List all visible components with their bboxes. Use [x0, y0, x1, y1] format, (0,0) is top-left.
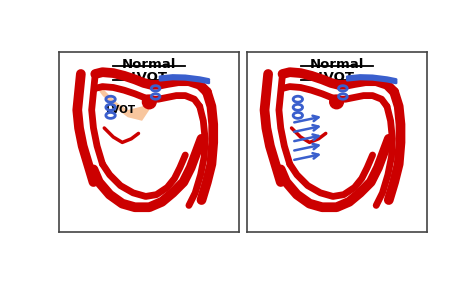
- Circle shape: [330, 95, 343, 109]
- Text: Normal: Normal: [122, 58, 176, 71]
- Text: LVOT: LVOT: [131, 71, 168, 84]
- Text: LVOT: LVOT: [318, 71, 355, 84]
- Circle shape: [143, 95, 156, 109]
- Polygon shape: [97, 85, 149, 121]
- Text: LVOT: LVOT: [106, 105, 135, 115]
- Text: Normal: Normal: [310, 58, 364, 71]
